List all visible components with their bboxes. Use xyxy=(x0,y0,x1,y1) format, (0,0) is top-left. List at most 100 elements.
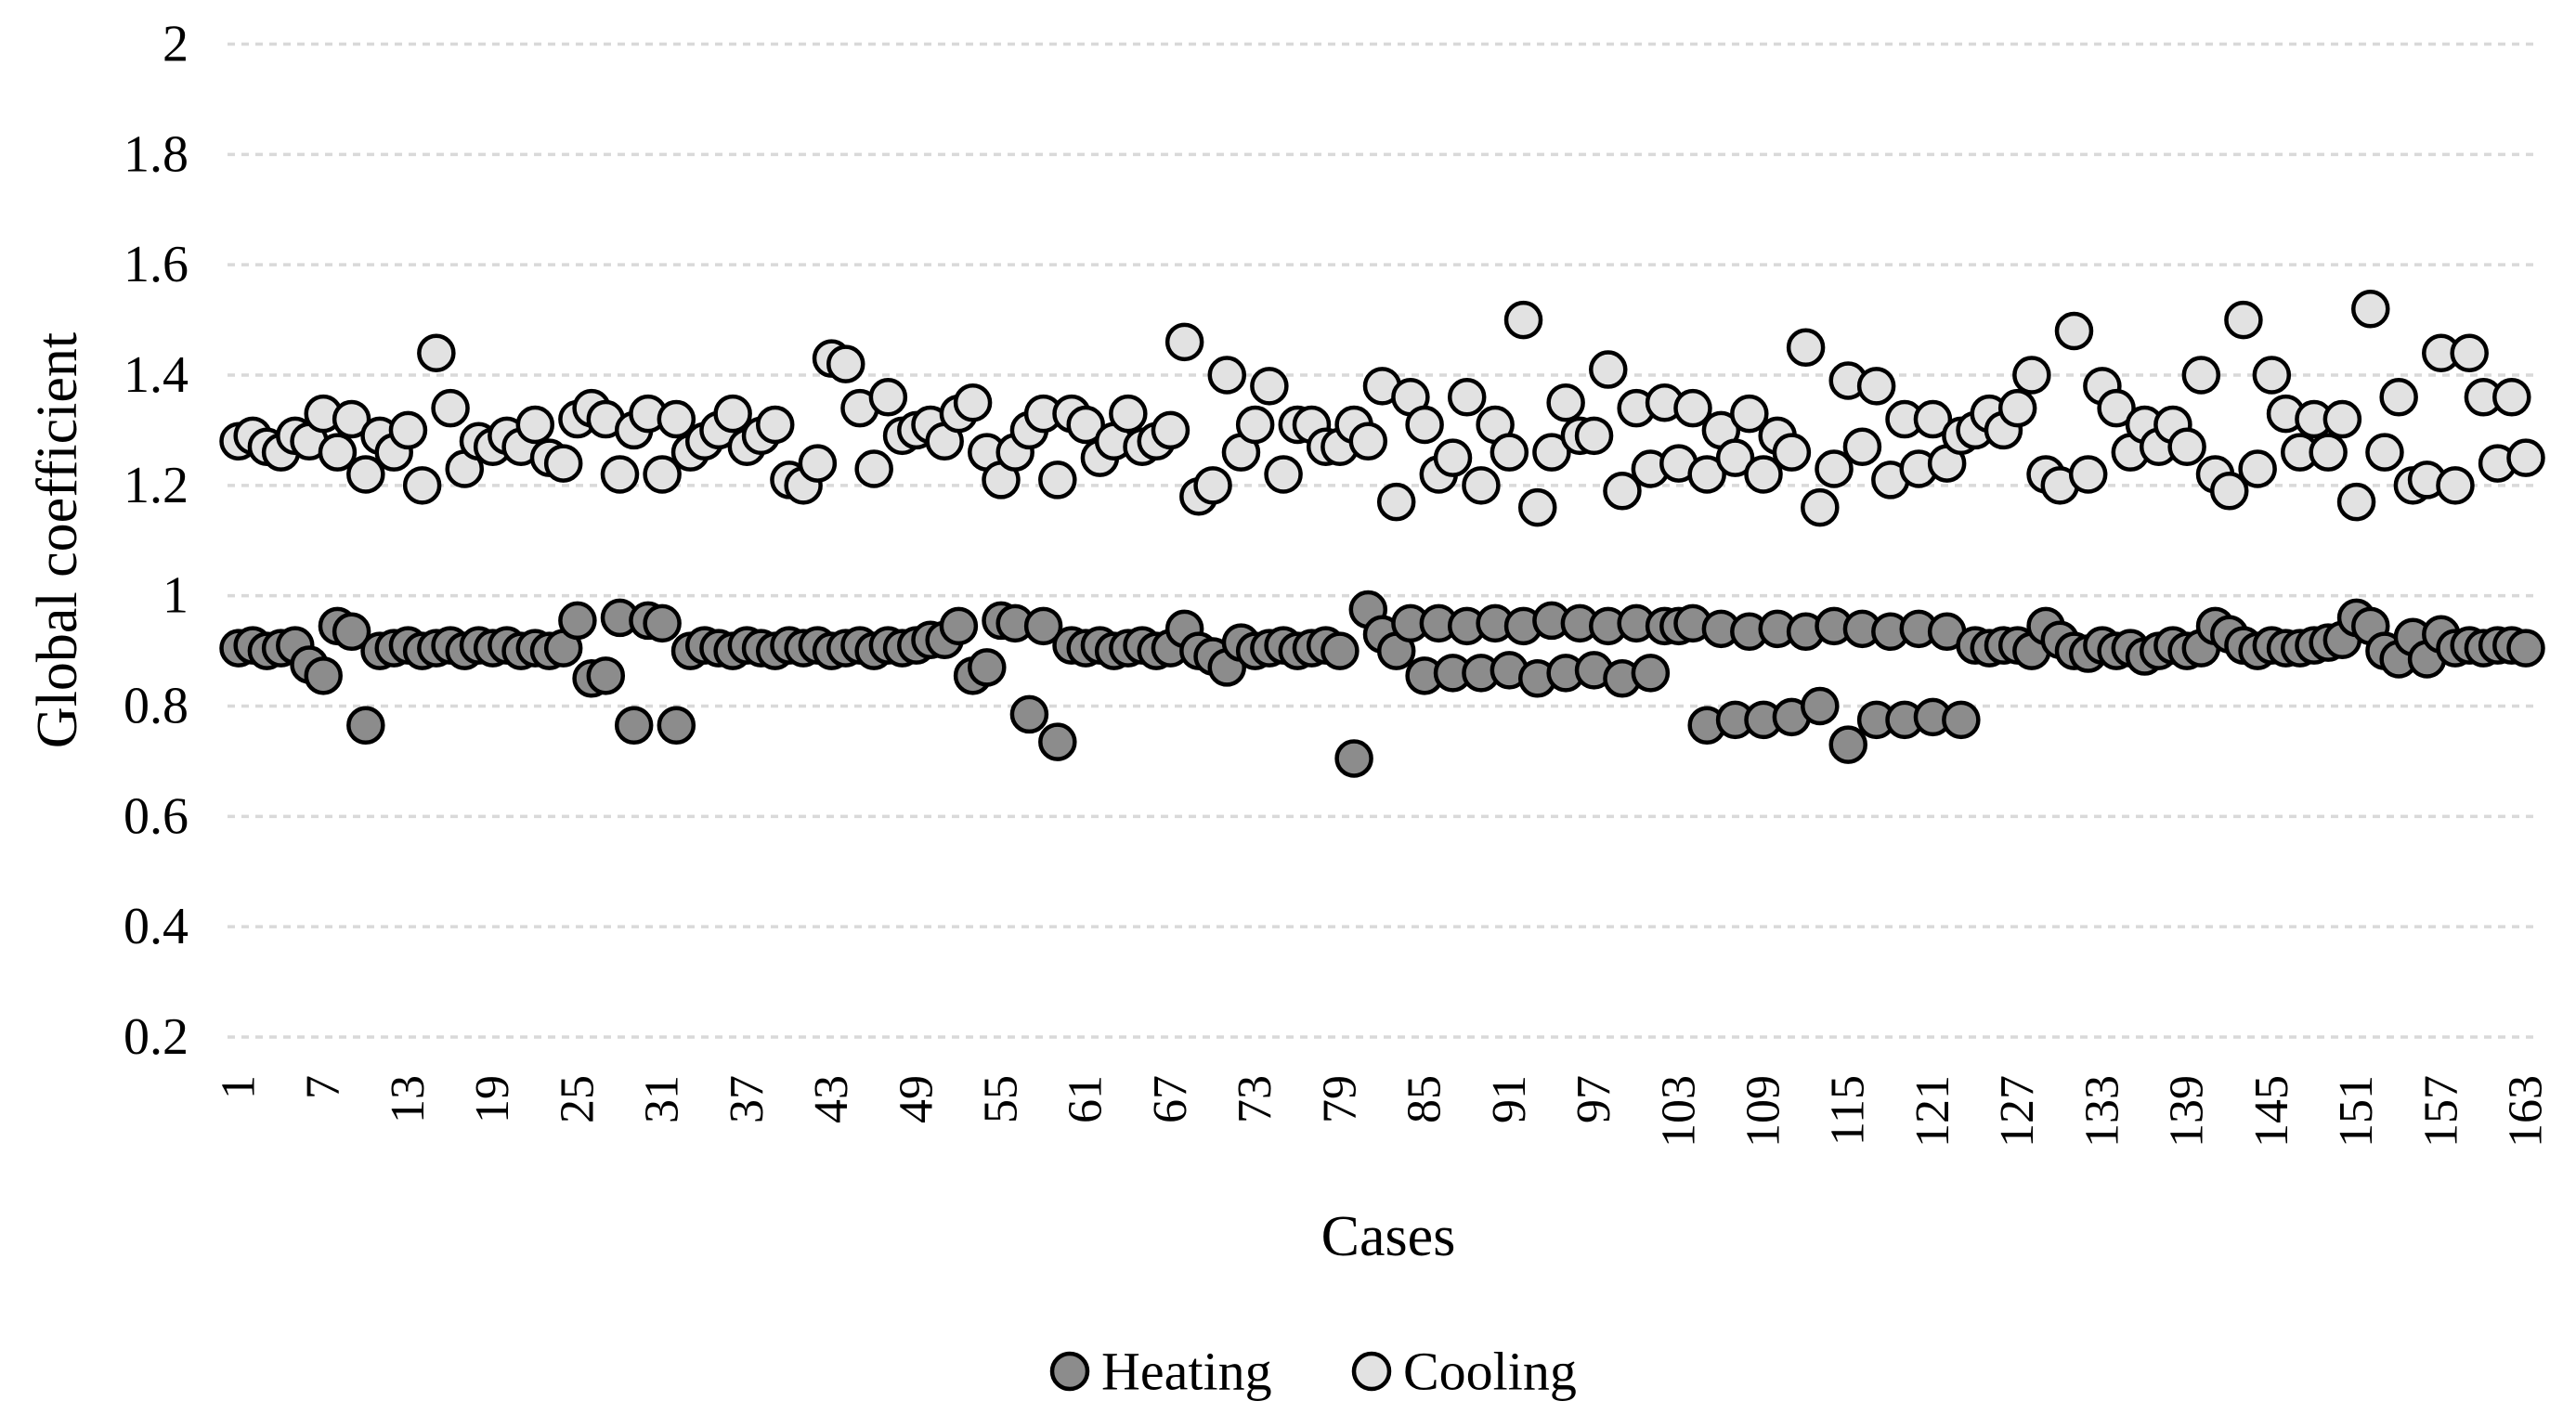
data-point-heating xyxy=(346,706,385,746)
data-point-cooling xyxy=(2068,455,2108,494)
data-point-heating xyxy=(968,648,1007,687)
data-point-cooling xyxy=(1532,433,1571,472)
data-point-cooling xyxy=(1574,416,1614,456)
data-point-cooling xyxy=(643,455,682,494)
x-tick-label: 67 xyxy=(1144,1075,1197,1123)
legend-label-cooling: Cooling xyxy=(1403,1342,1577,1402)
x-tick-label: 49 xyxy=(890,1075,943,1123)
series-cooling xyxy=(219,289,2545,527)
data-point-cooling xyxy=(1503,300,1543,340)
data-point-cooling xyxy=(1715,438,1755,477)
data-point-heating xyxy=(614,706,654,746)
data-point-heating xyxy=(2506,629,2545,668)
x-tick-label: 43 xyxy=(805,1075,858,1123)
gridlines-layer xyxy=(228,42,2534,1039)
data-point-cooling xyxy=(1109,394,1148,434)
data-point-cooling xyxy=(2224,300,2263,340)
data-point-heating xyxy=(1023,606,1063,646)
data-point-cooling xyxy=(1687,455,1726,494)
data-point-cooling xyxy=(1997,388,2037,428)
x-tick-label: 61 xyxy=(1060,1075,1112,1123)
x-tick-label: 37 xyxy=(721,1075,774,1123)
x-tick-label: 151 xyxy=(2330,1075,2383,1148)
data-point-cooling xyxy=(1250,367,1289,406)
x-tick-label: 97 xyxy=(1568,1075,1620,1123)
x-tick-label: 127 xyxy=(1991,1075,2044,1148)
data-point-cooling xyxy=(2492,378,2531,417)
x-tick-label: 145 xyxy=(2245,1075,2298,1148)
x-tick-label: 103 xyxy=(1652,1075,1705,1148)
data-point-cooling xyxy=(1151,410,1190,450)
data-point-cooling xyxy=(1066,405,1105,445)
y-tick-label: 0.8 xyxy=(124,678,189,735)
data-point-cooling xyxy=(1815,449,1854,488)
data-point-cooling xyxy=(1376,482,1416,522)
data-point-cooling xyxy=(1589,350,1628,389)
data-point-heating xyxy=(657,706,696,746)
x-axis-tick-labels: 1 7 13 19 25 31 37 43 49 55 61 67 73 79 85 91 97 103 109 11… xyxy=(213,1075,2553,1148)
x-tick-label: 79 xyxy=(1313,1075,1366,1123)
y-tick-label: 1.2 xyxy=(124,457,189,514)
data-point-heating xyxy=(1828,725,1867,764)
x-tick-label: 157 xyxy=(2414,1075,2467,1148)
data-point-cooling xyxy=(2181,356,2221,395)
data-point-cooling xyxy=(2097,388,2136,428)
x-tick-label: 7 xyxy=(297,1075,350,1099)
x-tick-label: 115 xyxy=(1822,1075,1875,1146)
data-point-cooling xyxy=(543,444,583,483)
data-point-cooling xyxy=(346,455,385,494)
data-point-cooling xyxy=(2309,433,2348,472)
legend-label-heating: Heating xyxy=(1101,1342,1272,1402)
data-point-cooling xyxy=(1405,405,1444,445)
data-point-heating xyxy=(939,606,979,646)
data-point-cooling xyxy=(1348,422,1388,461)
data-point-heating xyxy=(1038,722,1077,761)
data-point-cooling xyxy=(1772,433,1812,472)
data-point-cooling xyxy=(868,378,908,417)
data-point-cooling xyxy=(826,344,865,383)
data-point-cooling xyxy=(388,410,428,450)
y-tick-label: 2 xyxy=(163,16,189,73)
data-point-cooling xyxy=(2252,356,2292,395)
data-point-cooling xyxy=(2506,438,2545,477)
legend-item-heating: Heating xyxy=(1049,1342,1272,1402)
data-point-heating xyxy=(1942,700,1981,740)
data-point-cooling xyxy=(2054,311,2094,351)
x-tick-label: 85 xyxy=(1399,1075,1451,1123)
y-tick-label: 0.4 xyxy=(124,898,189,955)
x-tick-label: 73 xyxy=(1229,1075,1281,1123)
data-point-cooling xyxy=(1164,322,1204,362)
data-point-heating xyxy=(332,612,371,652)
data-point-cooling xyxy=(2379,378,2418,417)
data-point-cooling xyxy=(1517,487,1557,527)
x-tick-label: 133 xyxy=(2075,1075,2128,1148)
y-tick-label: 1.8 xyxy=(124,125,189,183)
data-point-cooling xyxy=(1730,394,1769,434)
data-point-heating xyxy=(1334,739,1373,778)
data-point-cooling xyxy=(1462,466,1501,505)
data-point-cooling xyxy=(318,433,358,472)
data-point-heating xyxy=(1631,654,1671,693)
data-point-cooling xyxy=(1913,399,1953,439)
y-tick-label: 0.2 xyxy=(124,1008,189,1066)
data-point-cooling xyxy=(2365,433,2404,472)
x-tick-label: 109 xyxy=(1737,1075,1790,1148)
x-tick-label: 139 xyxy=(2161,1075,2214,1148)
y-axis-title: Global coefficient xyxy=(26,332,89,748)
data-point-cooling xyxy=(2450,333,2489,372)
y-tick-label: 1.4 xyxy=(124,346,189,404)
data-point-heating xyxy=(586,656,626,695)
data-point-cooling xyxy=(1786,328,1826,368)
data-point-cooling xyxy=(1546,383,1585,422)
data-point-heating xyxy=(558,601,597,641)
data-point-cooling xyxy=(1603,472,1642,511)
data-point-cooling xyxy=(1264,455,1303,494)
data-point-cooling xyxy=(2209,472,2249,511)
data-points-layer xyxy=(219,289,2545,778)
data-point-cooling xyxy=(2436,466,2475,505)
data-point-cooling xyxy=(854,449,893,488)
data-point-cooling xyxy=(431,388,470,428)
data-point-cooling xyxy=(417,333,456,372)
